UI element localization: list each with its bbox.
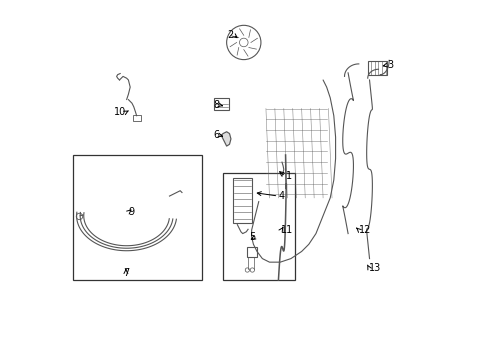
Text: 13: 13	[368, 262, 380, 273]
Bar	[367, 61, 386, 75]
Text: 7: 7	[122, 268, 129, 278]
Text: 3: 3	[386, 60, 393, 70]
Text: 8: 8	[213, 100, 219, 110]
Text: 4: 4	[278, 191, 284, 201]
Text: 5: 5	[248, 232, 255, 242]
Bar	[133, 114, 141, 121]
Bar	[233, 178, 251, 223]
Text: 9: 9	[128, 207, 134, 217]
Text: 12: 12	[358, 225, 370, 235]
Text: 2: 2	[226, 30, 233, 40]
Text: 11: 11	[281, 225, 293, 235]
Bar	[73, 155, 201, 280]
Bar	[246, 247, 256, 257]
Text: 6: 6	[213, 130, 219, 140]
Bar	[223, 173, 294, 280]
Text: 10: 10	[113, 107, 125, 117]
Text: 1: 1	[285, 171, 291, 181]
Polygon shape	[221, 132, 230, 146]
Bar	[214, 98, 229, 111]
